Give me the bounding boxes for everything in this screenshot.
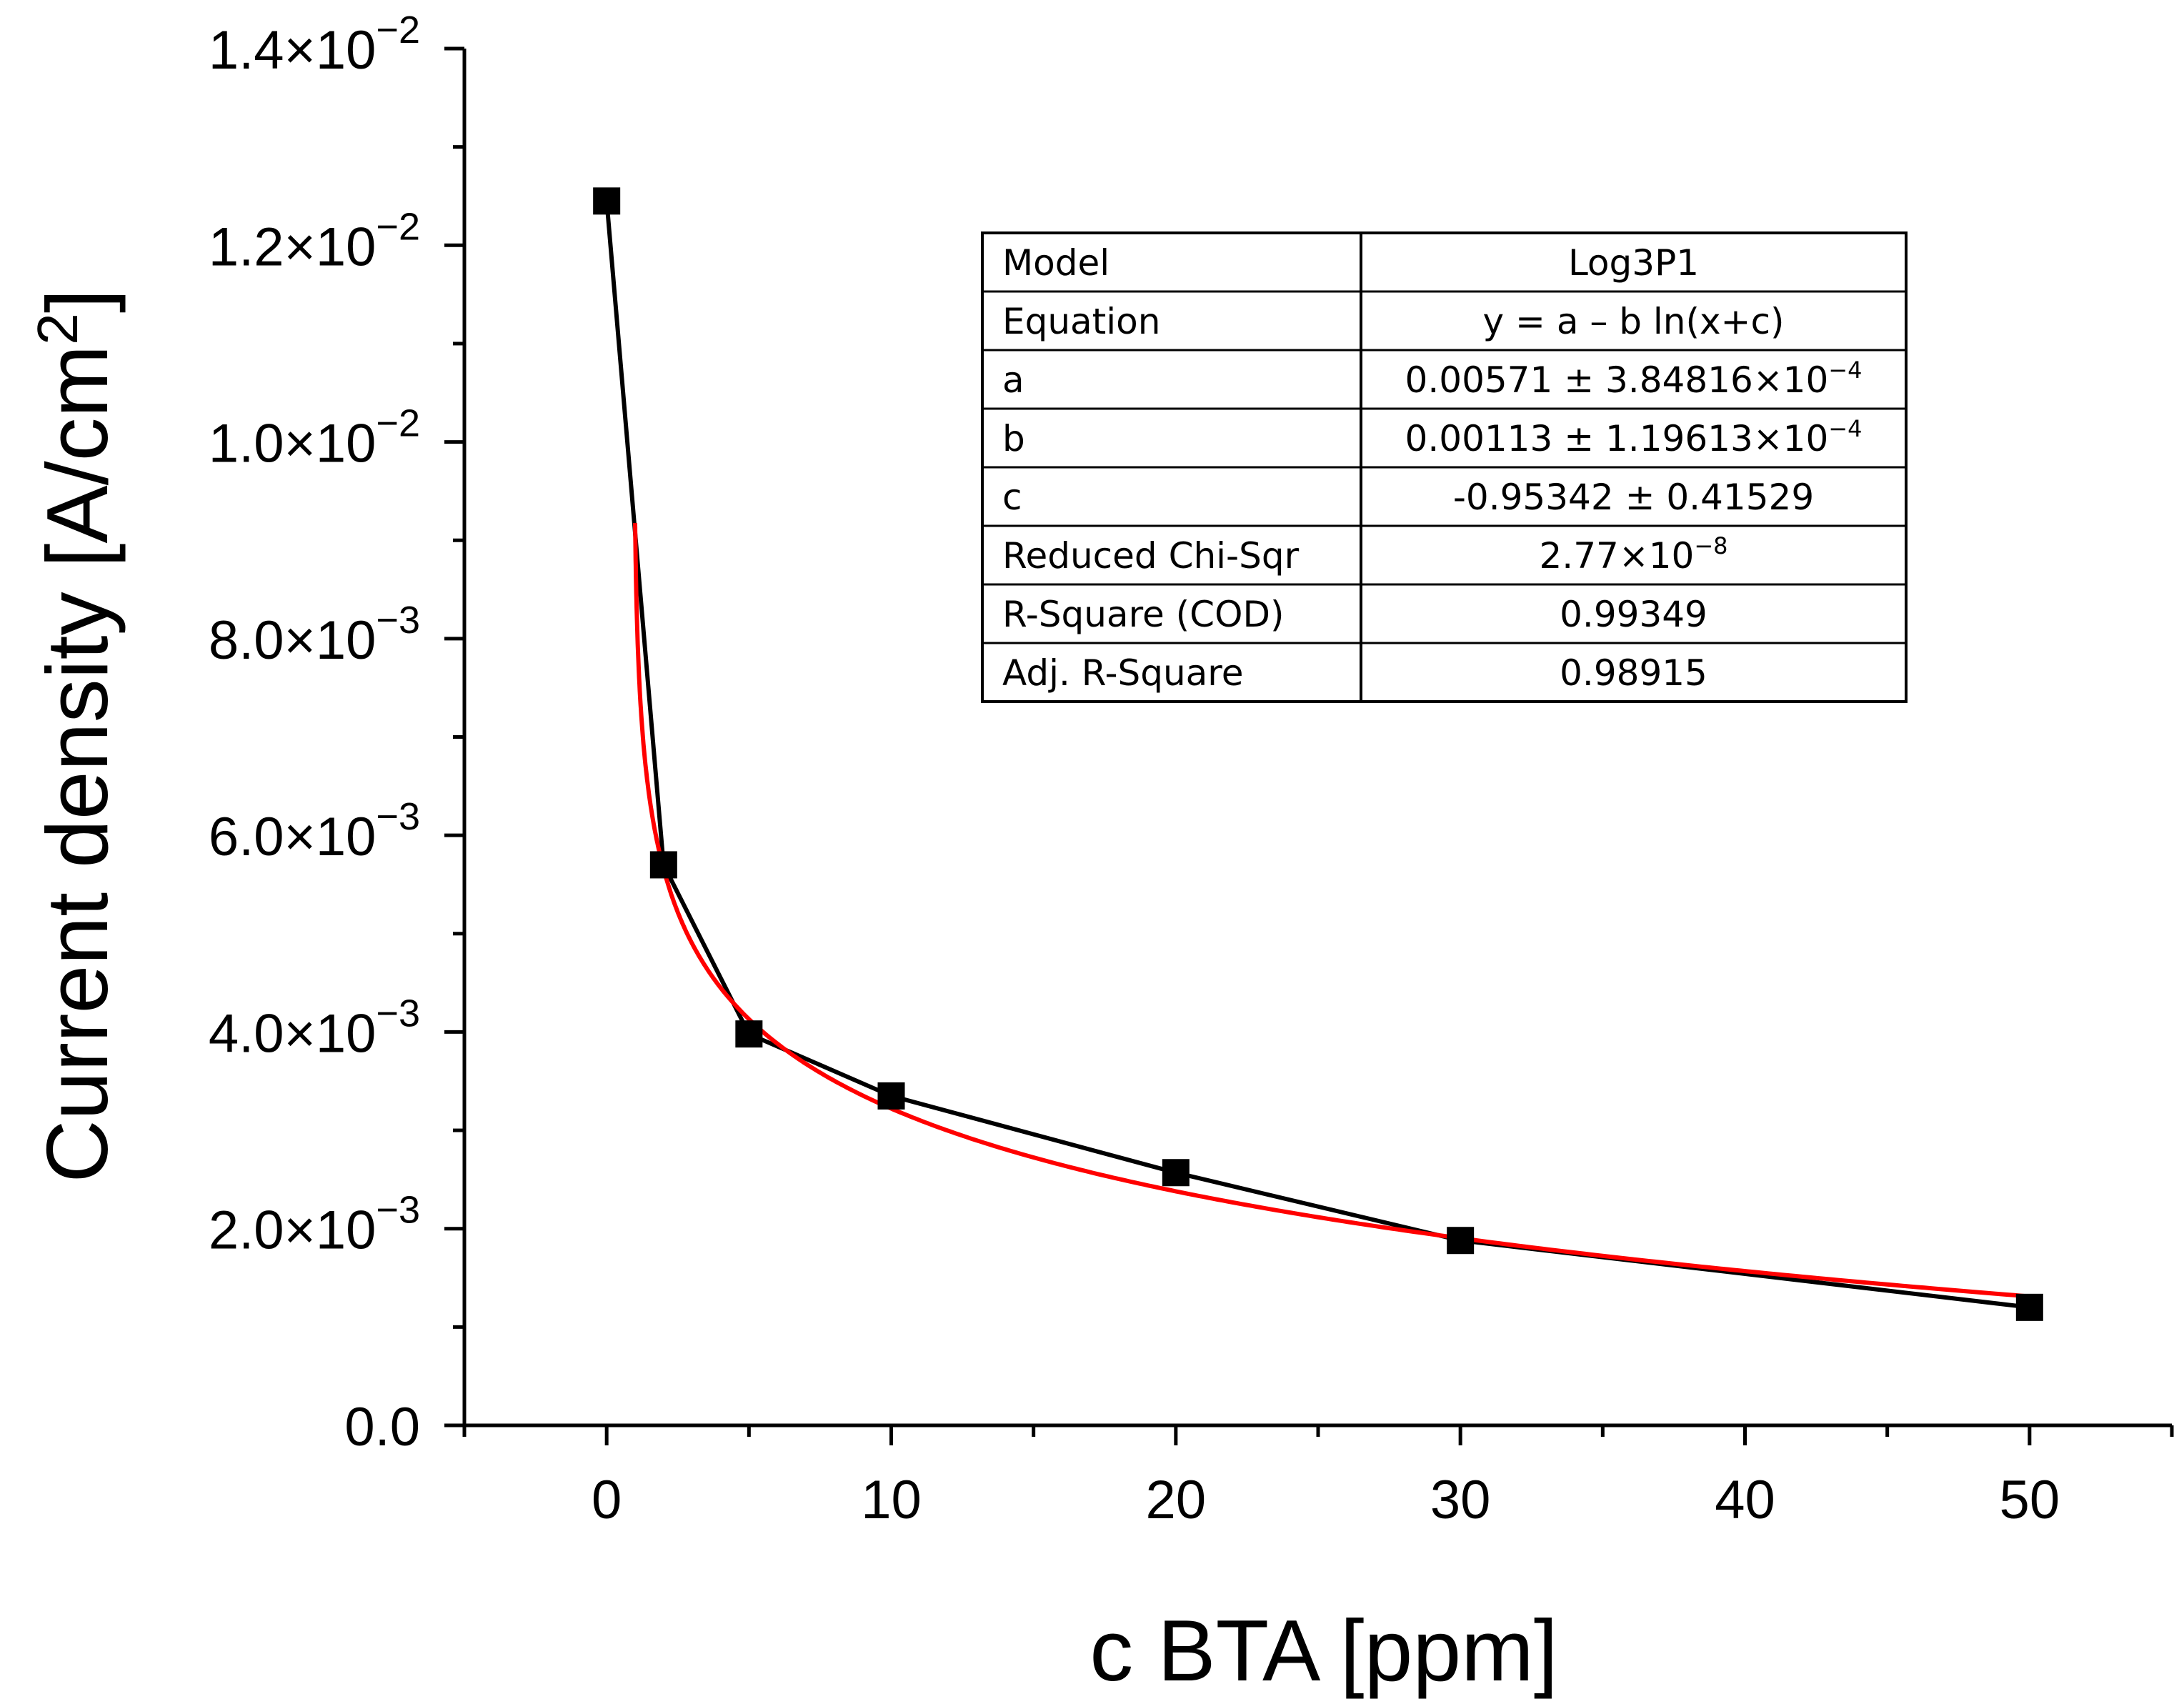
data-point-marker (649, 851, 677, 879)
x-tick-label: 0 (592, 1470, 622, 1530)
y-tick-mantissa: 6.0×10 (209, 807, 377, 867)
y-tick-mantissa: 1.2×10 (209, 216, 377, 277)
fit-table-label: R-Square (COD) (1002, 594, 1284, 635)
y-tick-mantissa: 1.0×10 (209, 414, 377, 474)
series (593, 187, 2043, 1321)
fit-table-value-main: Log3P1 (1568, 242, 1699, 284)
y-tick-exponent: −2 (376, 205, 420, 248)
y-axis-title-main: Current density [A/cm (29, 345, 126, 1183)
y-tick-exponent: −3 (376, 1189, 420, 1232)
data-point-marker (1162, 1159, 1190, 1187)
fit-table-label: Equation (1002, 301, 1160, 342)
fit-table-value: y = a – b ln(x+c) (1483, 301, 1785, 342)
fit-table-value-exponent: −8 (1694, 532, 1727, 559)
y-tick-label: 1.4×10−2 (209, 9, 420, 81)
fit-table-value: 0.00571 ± 3.84816×10−4 (1405, 357, 1863, 401)
fit-table-label: Adj. R-Square (1002, 652, 1244, 694)
fit-table-value-main: 0.99349 (1560, 594, 1707, 635)
fit-table-value: -0.95342 ± 0.41529 (1453, 477, 1814, 518)
x-axis-title: c BTA [ppm] (1089, 1602, 1557, 1699)
y-tick-mantissa: 2.0×10 (209, 1200, 377, 1261)
fit-table-value-main: -0.95342 ± 0.41529 (1453, 477, 1814, 518)
fit-table-value: 0.98915 (1560, 652, 1707, 694)
y-axis-title-superscript: 2 (26, 313, 89, 345)
y-tick-exponent: −3 (376, 599, 420, 642)
x-tick-label: 40 (1715, 1470, 1775, 1530)
y-tick-label: 1.2×10−2 (209, 205, 420, 277)
y-axis-ticks: 0.02.0×10−34.0×10−36.0×10−38.0×10−31.0×1… (209, 9, 464, 1458)
fit-table-label: c (1002, 477, 1022, 518)
fit-table-value-exponent: −4 (1828, 415, 1862, 442)
fit-table-value-main: 0.00113 ± 1.19613×10 (1405, 418, 1829, 459)
y-tick-mantissa: 4.0×10 (209, 1003, 377, 1064)
x-axis-ticks: 0 10 20 30 40 50 (462, 1425, 2174, 1530)
y-tick-label: 8.0×10−3 (209, 599, 420, 671)
x-tick-label: 20 (1146, 1470, 1207, 1530)
y-tick-exponent: −2 (376, 402, 420, 445)
y-tick-label: 0.0 (344, 1397, 420, 1458)
fit-table-label: Model (1002, 242, 1110, 284)
fit-table-value: 0.99349 (1560, 594, 1707, 635)
fit-table-label: b (1002, 418, 1025, 459)
fit-table-value-main: 2.77×10 (1539, 535, 1694, 577)
y-tick-exponent: −2 (376, 9, 420, 51)
y-axis-title: Current density [A/cm2] (26, 289, 126, 1182)
y-tick-exponent: −3 (376, 992, 420, 1035)
fit-table-value: 0.00113 ± 1.19613×10−4 (1405, 415, 1863, 459)
y-tick-mantissa: 1.4×10 (209, 20, 377, 81)
fit-table-label: Reduced Chi-Sqr (1002, 535, 1300, 577)
y-tick-mantissa: 0.0 (344, 1397, 420, 1458)
data-point-marker (735, 1020, 763, 1048)
fit-table: Model Log3P1 Equation y = a – b ln(x+c) a 0.0… (981, 231, 1908, 703)
y-tick-label: 1.0×10−2 (209, 402, 420, 474)
fit-table-value-exponent: −4 (1828, 357, 1862, 384)
data-point-marker (877, 1082, 905, 1110)
y-tick-mantissa: 8.0×10 (209, 610, 377, 671)
x-tick-label: 50 (2000, 1470, 2060, 1530)
fit-table-value-main: 0.98915 (1560, 652, 1707, 694)
data-point-marker (2015, 1293, 2043, 1321)
fit-table-value: 2.77×10−8 (1539, 532, 1727, 577)
fit-table-label: a (1002, 359, 1024, 401)
x-tick-label: 30 (1430, 1470, 1491, 1530)
y-tick-label: 2.0×10−3 (209, 1189, 420, 1261)
fit-table-value-main: 0.00571 ± 3.84816×10 (1405, 359, 1829, 401)
data-point-marker (1447, 1227, 1475, 1255)
fit-table-value-main: y = a – b ln(x+c) (1483, 301, 1785, 342)
x-tick-label: 10 (861, 1470, 922, 1530)
y-tick-label: 6.0×10−3 (209, 795, 420, 867)
data-point-marker (593, 187, 621, 215)
fit-table-value: Log3P1 (1568, 242, 1699, 284)
y-tick-label: 4.0×10−3 (209, 992, 420, 1064)
y-tick-exponent: −3 (376, 795, 420, 838)
y-axis-title-end: ] (29, 289, 126, 313)
